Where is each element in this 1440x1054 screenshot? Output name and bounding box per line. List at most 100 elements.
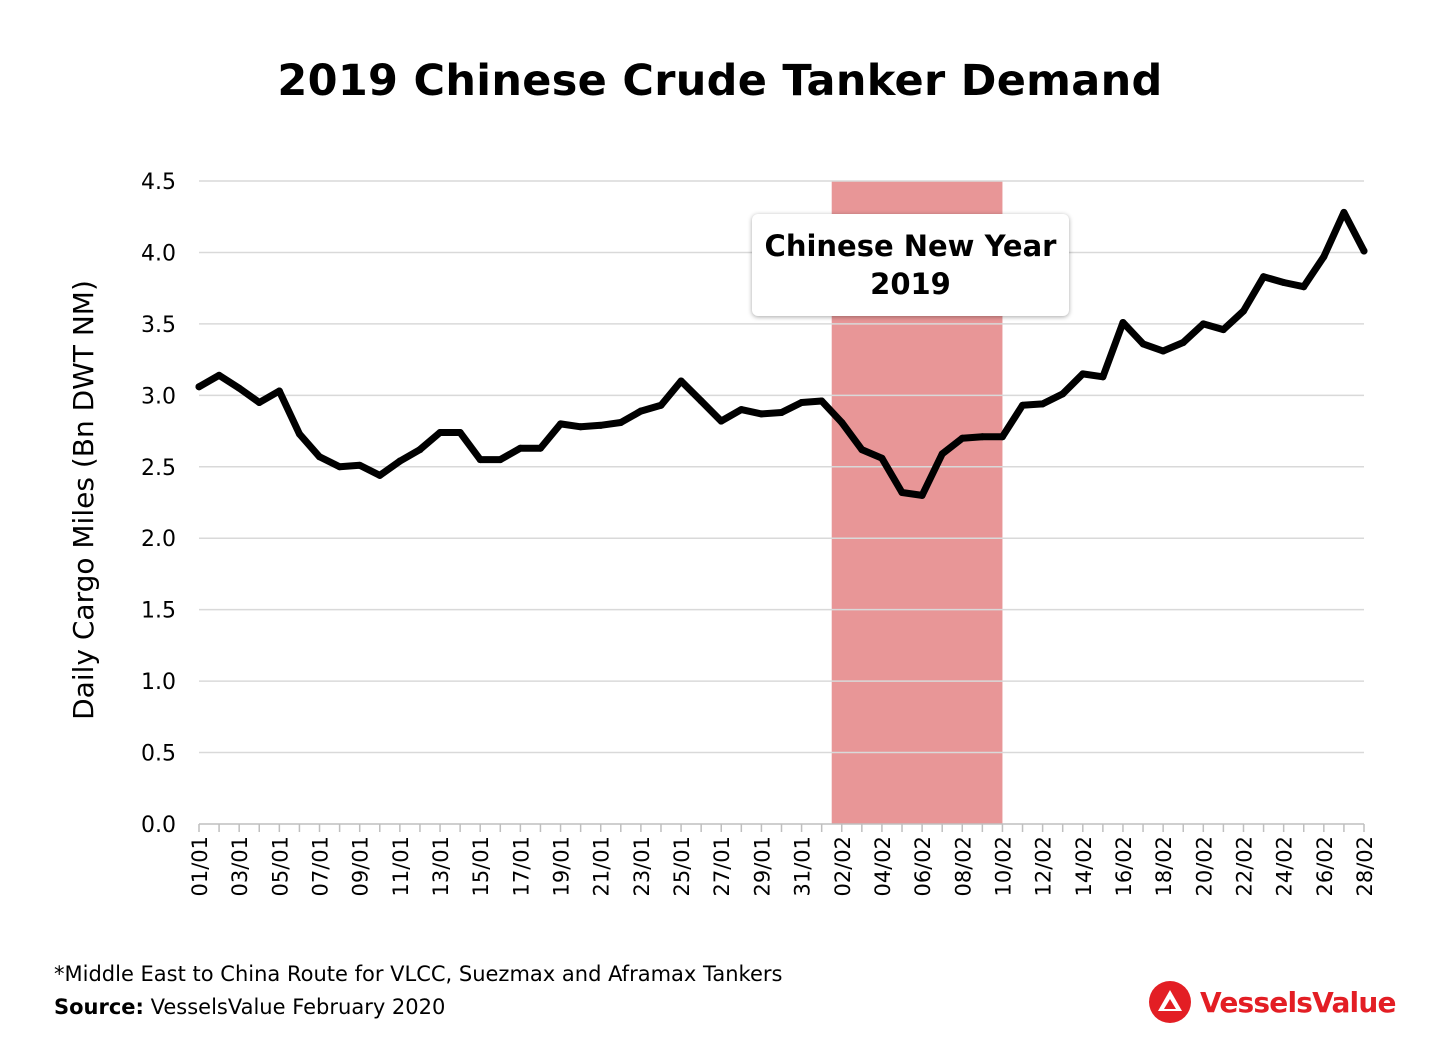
x-tick-label: 15/01: [469, 836, 493, 897]
axes: 01/01 03/01 05/01 07/01 09/01 11/01 13/01 15/01…: [188, 823, 1377, 897]
x-tick-label: 19/01: [550, 836, 574, 897]
chinese-new-year-callout: Chinese New Year 2019: [752, 214, 1069, 316]
y-tick-label: 4.0: [141, 241, 176, 266]
data-point: [1139, 340, 1147, 348]
data-point: [336, 463, 344, 471]
data-point: [577, 423, 585, 431]
y-tick-label: 3.5: [141, 313, 176, 338]
x-tick-label: 04/02: [871, 836, 895, 897]
y-tick-label: 2.0: [141, 527, 176, 552]
data-point: [858, 446, 866, 454]
data-point: [778, 408, 785, 416]
y-tick-label: 1.5: [141, 599, 176, 624]
data-point: [737, 406, 745, 414]
data-point: [476, 456, 484, 464]
source-label: Source:: [54, 995, 144, 1019]
x-tick-label: 07/01: [309, 836, 333, 897]
data-point: [637, 407, 645, 415]
data-point: [1340, 208, 1348, 216]
data-point: [1099, 373, 1107, 381]
y-tick-label: 2.5: [141, 456, 176, 481]
x-tick-label: 25/01: [670, 836, 694, 897]
data-point: [1239, 307, 1247, 315]
data-point: [396, 457, 404, 465]
data-point: [1280, 278, 1288, 286]
data-point: [838, 418, 846, 426]
data-point: [295, 430, 303, 438]
data-point: [1199, 320, 1207, 328]
data-point: [717, 417, 725, 425]
vesselsvalue-logo-icon: [1149, 981, 1191, 1023]
source-note: Source: VesselsValue February 2020: [54, 995, 445, 1019]
y-tick-label: 0.0: [141, 813, 176, 838]
data-point: [1300, 283, 1308, 291]
data-point: [938, 450, 946, 458]
data-point: [1079, 370, 1087, 378]
x-tick-label: 02/02: [831, 836, 855, 897]
data-point: [958, 434, 966, 442]
data-point: [1119, 318, 1127, 326]
data-point: [456, 428, 464, 436]
data-point: [998, 433, 1006, 441]
data-point: [1360, 247, 1368, 255]
data-point: [1179, 338, 1187, 346]
data-point: [918, 491, 926, 499]
x-tick-label: 14/02: [1072, 836, 1096, 897]
brand-name: VesselsValue: [1200, 985, 1396, 1019]
data-point: [878, 454, 886, 462]
data-point: [898, 488, 906, 496]
x-tick-label: 08/02: [951, 836, 975, 897]
x-tick-label: 23/01: [630, 836, 654, 897]
data-point: [617, 418, 625, 426]
data-point: [1260, 273, 1268, 281]
series-layer: [195, 208, 1368, 499]
x-tick-label: 11/01: [389, 836, 413, 897]
data-point: [818, 397, 826, 405]
x-tick-label: 09/01: [349, 836, 373, 897]
x-tick-label: 13/01: [429, 836, 453, 897]
y-tick-label: 1.0: [141, 670, 176, 695]
x-tick-label: 05/01: [268, 836, 292, 897]
chart-title: 2019 Chinese Crude Tanker Demand: [277, 56, 1163, 106]
x-tick-label: 26/02: [1313, 836, 1337, 897]
data-point: [275, 387, 283, 395]
data-point: [316, 453, 324, 461]
data-point: [1059, 390, 1067, 398]
data-point: [516, 444, 524, 452]
data-point: [255, 398, 263, 406]
brand-logo: VesselsValue: [1148, 980, 1396, 1024]
data-point: [798, 398, 806, 406]
x-tick-label: 29/01: [750, 836, 774, 897]
footnote: *Middle East to China Route for VLCC, Su…: [54, 962, 783, 986]
source-text: VesselsValue February 2020: [143, 995, 446, 1019]
callout-line-2: 2019: [870, 267, 951, 301]
data-point: [697, 397, 705, 405]
x-tick-label: 03/01: [228, 836, 252, 897]
data-point: [195, 383, 203, 391]
x-tick-label: 21/01: [590, 836, 614, 897]
y-tick-label: 0.5: [141, 742, 176, 767]
x-tick-label: 01/01: [188, 836, 212, 897]
x-tick-label: 16/02: [1112, 836, 1136, 897]
data-point: [1219, 326, 1227, 334]
data-point: [1019, 401, 1027, 409]
data-point: [1159, 347, 1167, 355]
data-point: [1039, 400, 1047, 408]
y-axis-label: Daily Cargo Miles (Bn DWT NM): [67, 280, 100, 720]
data-point: [557, 420, 565, 428]
x-tick-label: 27/01: [710, 836, 734, 897]
y-tick-label: 4.5: [141, 170, 176, 195]
data-point: [436, 428, 444, 436]
gridlines: 0.0 0.5 1.0 1.5 2.0 2.5 3.0 3.5 4.0 4.5: [141, 170, 1364, 838]
data-point: [978, 433, 986, 441]
x-tick-label: 06/02: [911, 836, 935, 897]
x-tick-label: 31/01: [791, 836, 815, 897]
data-point: [235, 384, 243, 392]
data-point: [496, 456, 504, 464]
data-point: [416, 446, 424, 454]
x-tick-label: 10/02: [991, 836, 1015, 897]
x-tick-label: 28/02: [1353, 836, 1377, 897]
x-tick-label: 24/02: [1273, 836, 1297, 897]
x-tick-label: 22/02: [1232, 836, 1256, 897]
